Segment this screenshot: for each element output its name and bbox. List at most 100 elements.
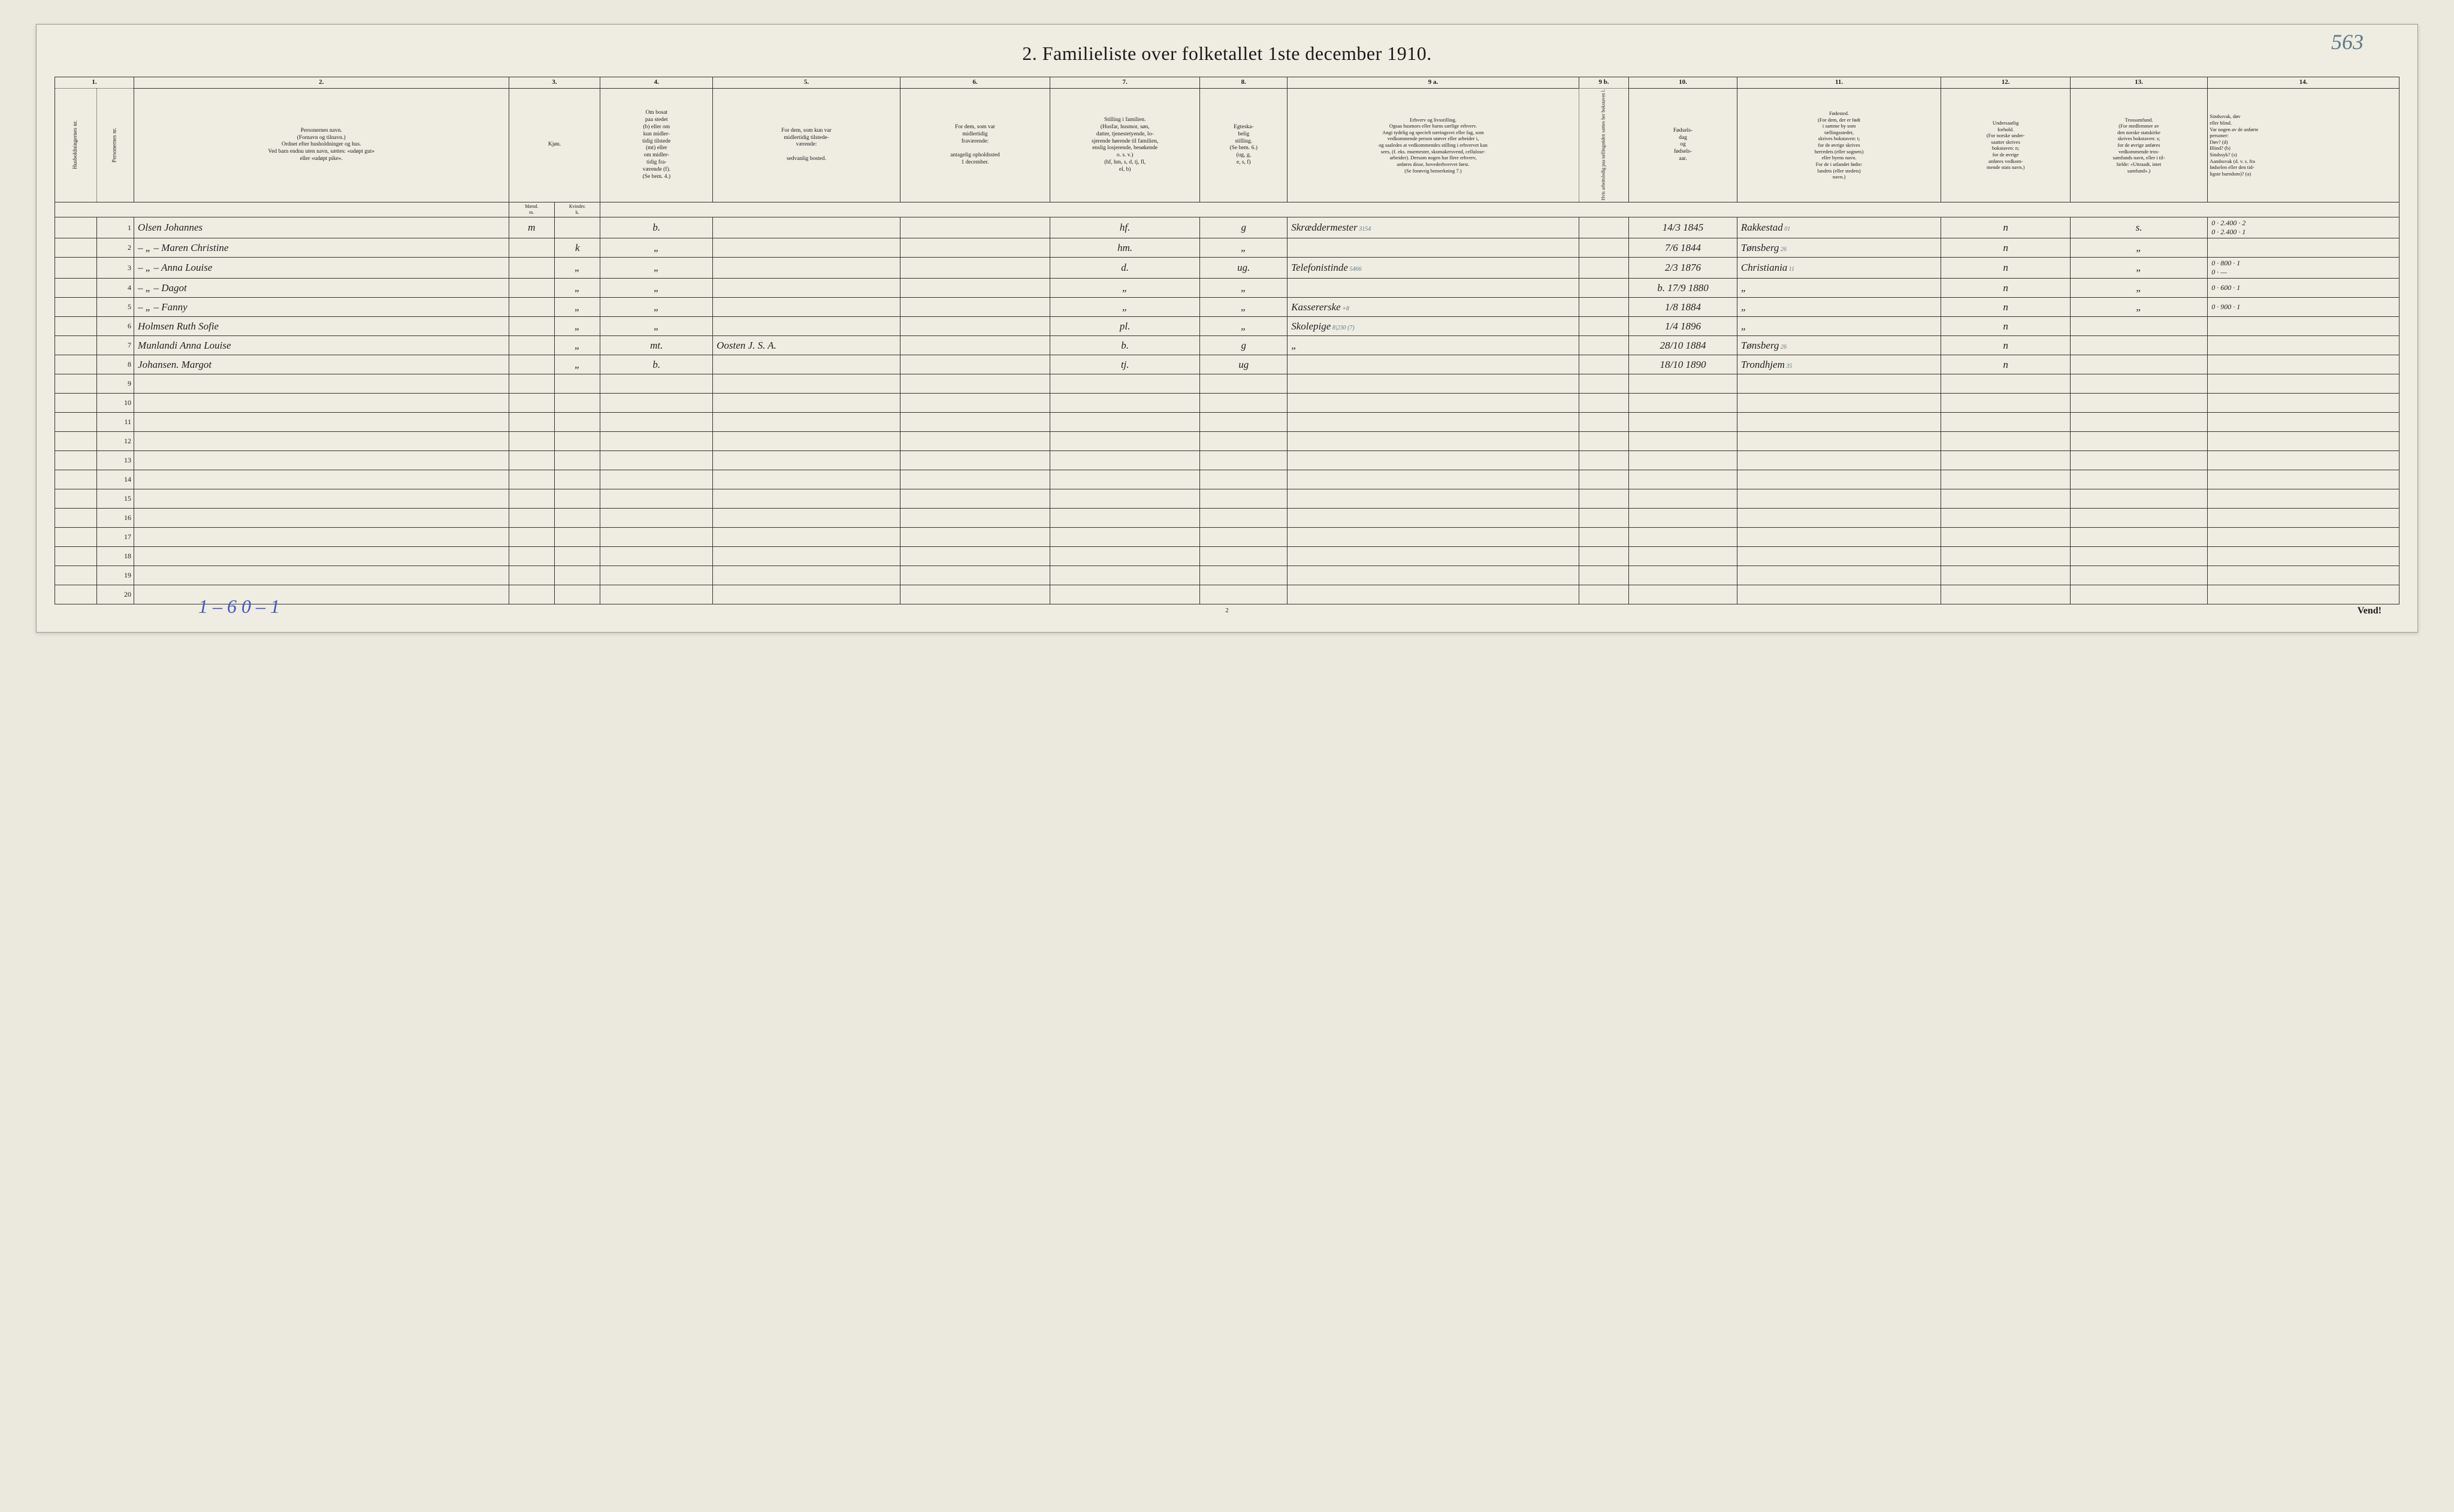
- cell: [1737, 451, 1941, 470]
- cell: [2208, 413, 2399, 432]
- cell: [2070, 509, 2207, 528]
- cell: Skræddermester 3154: [1288, 217, 1579, 238]
- colnum-11: 11.: [1737, 77, 1941, 89]
- cell: [134, 528, 509, 547]
- cell: [509, 470, 554, 489]
- cell: [509, 394, 554, 413]
- cell: [1737, 528, 1941, 547]
- cell: [1050, 566, 1200, 585]
- cell: [900, 413, 1050, 432]
- table-row: 6Holmsen Ruth Sofie„„pl.„Skolepige 8|230…: [55, 317, 2399, 336]
- cell: [555, 528, 600, 547]
- cell: „: [1737, 279, 1941, 298]
- cell: g: [1200, 217, 1288, 238]
- cell: [1579, 374, 1628, 394]
- cell: „: [600, 317, 713, 336]
- cell: [1288, 528, 1579, 547]
- cell: Munlandi Anna Louise: [134, 336, 509, 355]
- hdr-fodselsdag: Fødsels- dag og fødsels- aar.: [1629, 88, 1737, 202]
- cell: [2070, 585, 2207, 604]
- cell: [134, 451, 509, 470]
- cell: [509, 547, 554, 566]
- cell: [600, 394, 713, 413]
- colnum-9b: 9 b.: [1579, 77, 1628, 89]
- cell: [713, 413, 900, 432]
- cell: [1200, 394, 1288, 413]
- page-number-handwritten: 563: [2331, 29, 2364, 55]
- cell: [1050, 585, 1200, 604]
- cell: [1579, 355, 1628, 374]
- cell: [600, 470, 713, 489]
- cell: [1579, 547, 1628, 566]
- table-row: 4– „ – Dagot„„„„b. 17/9 1880„n„0 · 600 ·…: [55, 279, 2399, 298]
- cell: „: [1200, 279, 1288, 298]
- cell: b.: [1050, 336, 1200, 355]
- cell: b. 17/9 1880: [1629, 279, 1737, 298]
- cell: [713, 217, 900, 238]
- colnum-12: 12.: [1941, 77, 2070, 89]
- cell: [900, 298, 1050, 317]
- cell: [2070, 413, 2207, 432]
- cell: 13: [96, 451, 134, 470]
- cell: [555, 217, 600, 238]
- cell: [600, 585, 713, 604]
- cell: [1579, 585, 1628, 604]
- cell: 6: [96, 317, 134, 336]
- census-table: 1. 2. 3. 4. 5. 6. 7. 8. 9 a. 9 b. 10. 11…: [55, 77, 2399, 604]
- cell: [713, 566, 900, 585]
- cell: [1737, 566, 1941, 585]
- cell: [509, 374, 554, 394]
- cell: [713, 355, 900, 374]
- cell: [55, 566, 97, 585]
- cell: [134, 489, 509, 509]
- cell: ug: [1200, 355, 1288, 374]
- cell: [1737, 413, 1941, 432]
- cell: 7/6 1844: [1629, 238, 1737, 258]
- cell: 18: [96, 547, 134, 566]
- cell: 2: [96, 238, 134, 258]
- cell: [55, 509, 97, 528]
- cell: Holmsen Ruth Sofie: [134, 317, 509, 336]
- cell: [1050, 509, 1200, 528]
- cell: [1941, 509, 2070, 528]
- cell: 16: [96, 509, 134, 528]
- header-text-row: Husboldningernes nr. Personernes nr. Per…: [55, 88, 2399, 202]
- cell: [1579, 489, 1628, 509]
- cell: [1629, 528, 1737, 547]
- cell: „: [1200, 317, 1288, 336]
- cell: m: [509, 217, 554, 238]
- cell: [713, 258, 900, 279]
- cell: [509, 238, 554, 258]
- cell: [2070, 528, 2207, 547]
- cell: [509, 298, 554, 317]
- cell: 1: [96, 217, 134, 238]
- cell: [1200, 374, 1288, 394]
- cell: [1200, 585, 1288, 604]
- cell: [1288, 394, 1579, 413]
- cell: [900, 355, 1050, 374]
- cell: [555, 470, 600, 489]
- cell: [134, 374, 509, 394]
- table-row: 19: [55, 566, 2399, 585]
- cell: „: [555, 317, 600, 336]
- cell: [509, 258, 554, 279]
- cell: „: [1050, 279, 1200, 298]
- cell: „: [1737, 298, 1941, 317]
- hdr-kvinder: Kvinder. k.: [555, 202, 600, 217]
- cell: „: [2070, 298, 2207, 317]
- cell: [1629, 374, 1737, 394]
- cell: Tønsberg 26: [1737, 336, 1941, 355]
- cell: [713, 470, 900, 489]
- cell: [900, 432, 1050, 451]
- cell: 14/3 1845: [1629, 217, 1737, 238]
- cell: s.: [2070, 217, 2207, 238]
- cell: [1737, 432, 1941, 451]
- cell: 19: [96, 566, 134, 585]
- cell: 3: [96, 258, 134, 279]
- cell: n: [1941, 258, 2070, 279]
- cell: „: [600, 298, 713, 317]
- vend-label: Vend!: [2358, 606, 2382, 616]
- cell: [1579, 451, 1628, 470]
- bottom-handwritten-note: 1 – 6 0 – 1: [198, 595, 280, 618]
- cell: 18/10 1890: [1629, 355, 1737, 374]
